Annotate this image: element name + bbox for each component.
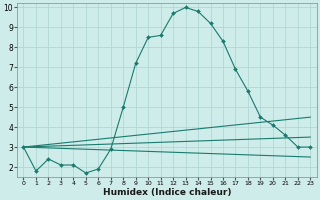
X-axis label: Humidex (Indice chaleur): Humidex (Indice chaleur) <box>103 188 231 197</box>
